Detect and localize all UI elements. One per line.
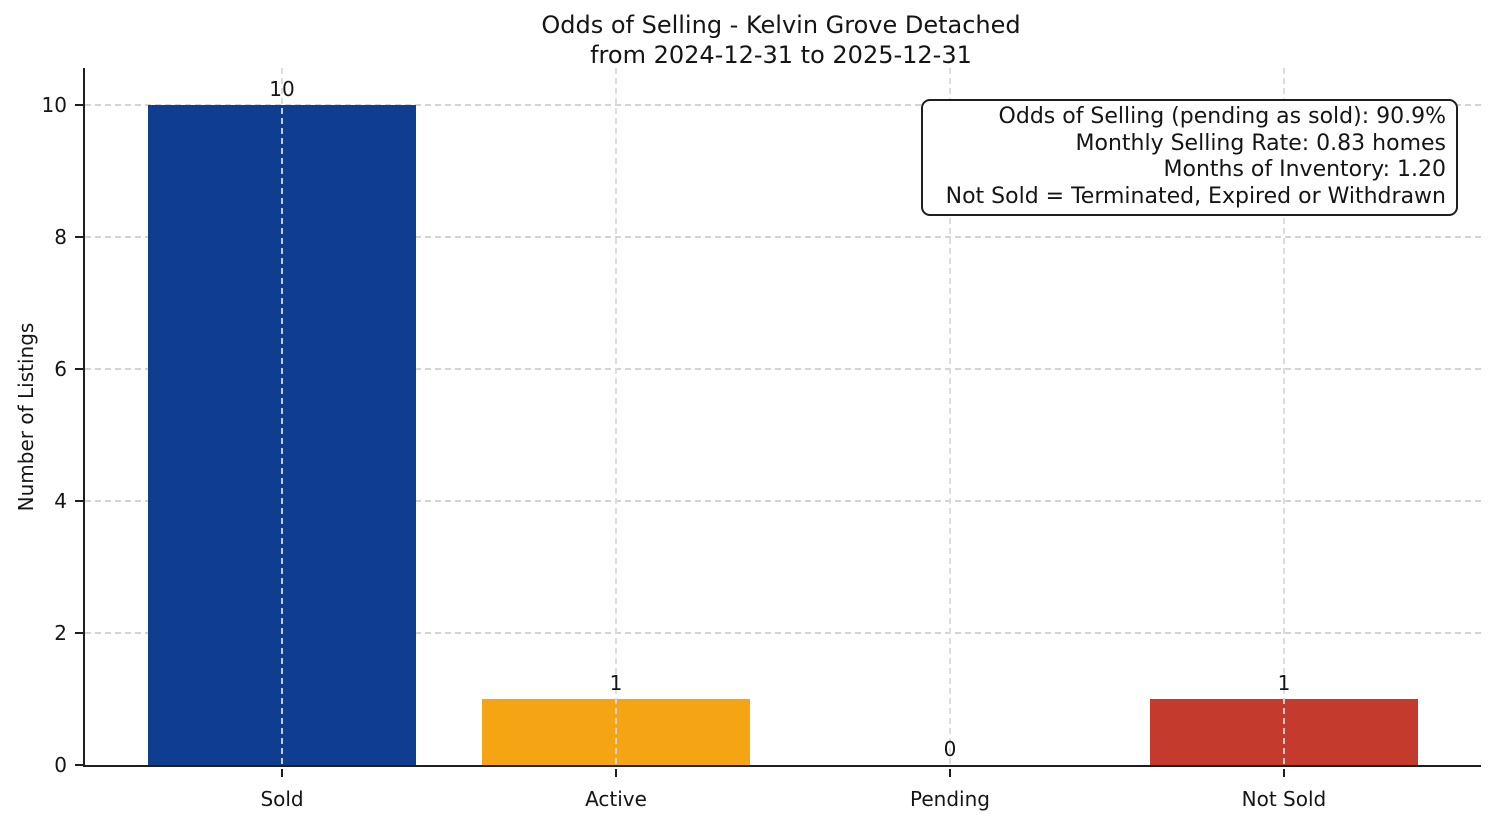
gridline-y-10: [85, 104, 1481, 106]
annotation-box: Odds of Selling (pending as sold): 90.9%…: [921, 99, 1458, 216]
annotation-line-monthly-selling-rate: Monthly Selling Rate: 0.83 homes: [1075, 130, 1446, 156]
x-tick-label-pending: Pending: [910, 787, 990, 811]
chart-title: Odds of Selling - Kelvin Grove Detached …: [83, 10, 1479, 70]
x-tick-sold: [281, 769, 284, 777]
y-tick-0: [75, 764, 83, 766]
y-tick-label-2: 2: [54, 621, 67, 645]
y-tick-label-6: 6: [54, 356, 67, 381]
x-tick-active: [615, 769, 617, 777]
x-tick-pending: [948, 769, 951, 777]
bar-value-pending: 0: [943, 737, 957, 761]
gridline-y-6: [85, 368, 1481, 370]
x-tick-label-sold: Sold: [260, 787, 304, 811]
gridline-x-not-sold: [1283, 68, 1285, 765]
gridline-x-active: [615, 68, 617, 765]
gridline-x-sold: [281, 68, 283, 765]
bar-value-not-sold: 1: [1277, 671, 1291, 695]
chart-title-line1: Odds of Selling - Kelvin Grove Detached: [541, 11, 1021, 39]
annotation-line-odds-of-selling: Odds of Selling (pending as sold): 90.9%: [998, 104, 1446, 129]
gridline-y-8: [85, 236, 1481, 238]
bar-value-sold: 10: [269, 76, 295, 101]
gridline-x-pending: [949, 68, 951, 765]
y-tick-4: [75, 500, 83, 502]
y-tick-6: [75, 367, 83, 370]
annotation-line-not-sold-definition: Not Sold = Terminated, Expired or Withdr…: [945, 183, 1446, 209]
y-tick-label-0: 0: [54, 753, 67, 777]
bar-value-active: 1: [609, 671, 623, 695]
annotation-line-months-of-inventory: Months of Inventory: 1.20: [1163, 157, 1446, 182]
y-tick-label-8: 8: [54, 224, 67, 249]
y-tick-label-4: 4: [54, 489, 67, 513]
x-tick-label-not-sold: Not Sold: [1241, 787, 1327, 811]
y-tick-10: [75, 103, 83, 106]
y-axis-label: Number of Listings: [14, 322, 38, 512]
y-tick-8: [75, 235, 83, 238]
plot-area: 0 2 4 6 8 10 10 Sold 1 Active 0 Pending 1 Not Sold: [42, 68, 1481, 811]
gridline-y-2: [85, 632, 1481, 634]
x-tick-label-active: Active: [585, 787, 647, 811]
chart-title-line2: from 2024-12-31 to 2025-12-31: [590, 41, 972, 69]
y-tick-label-10: 10: [41, 92, 67, 117]
y-tick-2: [75, 632, 83, 634]
x-tick-not-sold: [1282, 769, 1285, 777]
gridline-y-4: [85, 500, 1481, 502]
